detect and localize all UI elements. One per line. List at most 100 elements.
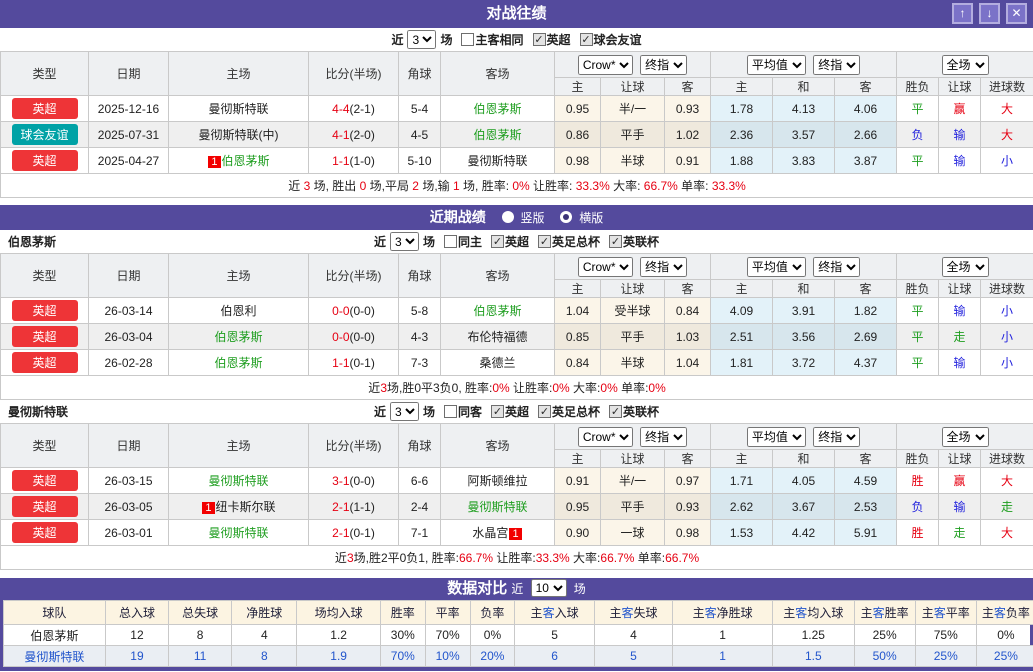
avg-home: 1.88 <box>710 147 774 174</box>
vertical-layout-label[interactable]: 竖版 <box>520 211 545 225</box>
team1-count-select[interactable]: 3 <box>389 232 419 251</box>
league-badge: 英超 <box>11 326 78 347</box>
same-venue-label[interactable]: 主客相同 <box>475 33 524 47</box>
team1-row: 英超 26-03-04 伯恩茅斯 0-0(0-0) 4-3 布伦特福德 0.85… <box>0 323 1033 350</box>
col-odds-away: 客 <box>663 77 712 96</box>
away-team-name: 阿斯顿维拉 <box>467 474 528 488</box>
compare-count-select[interactable]: 10 <box>530 579 567 597</box>
odds-away: 0.98 <box>663 519 712 546</box>
horizontal-layout-label[interactable]: 横版 <box>579 211 604 225</box>
efl-cup-label[interactable]: 英联杯 <box>623 405 660 419</box>
col-odds-handicap: 让球 <box>600 449 665 468</box>
friendly-label[interactable]: 球会友谊 <box>593 33 642 47</box>
league-cell: 英超 <box>0 349 89 376</box>
halftime-score: (2-0) <box>349 127 375 142</box>
odds-provider-select[interactable]: Crow* <box>577 256 633 277</box>
col-ha-goals: 主客入球 <box>514 600 595 625</box>
avg-stage-select[interactable]: 终指 <box>813 54 861 75</box>
h2h-count-select[interactable]: 3 <box>407 30 437 49</box>
fulltime-score: 2-1 <box>332 525 350 540</box>
same-home-checkbox[interactable] <box>443 235 457 248</box>
same-away-label[interactable]: 同客 <box>457 405 482 419</box>
col-result: 胜负 <box>896 449 940 468</box>
odds-away: 1.02 <box>663 121 712 148</box>
team2-count-select[interactable]: 3 <box>389 402 419 421</box>
odds-home: 0.95 <box>554 493 601 520</box>
league-badge: 英超 <box>11 522 78 543</box>
avg-home: 1.71 <box>710 467 774 494</box>
handicap-result: 赢 <box>938 467 982 494</box>
avg-group: 平均值 终指 <box>710 253 898 280</box>
col-goal-diff: 净胜球 <box>231 600 298 625</box>
avg-provider-select[interactable]: 平均值 <box>746 256 806 277</box>
handicap-result: 走 <box>938 323 982 350</box>
friendly-checkbox[interactable] <box>579 33 593 46</box>
efl-cup-checkbox[interactable] <box>609 405 623 418</box>
fulltime-select[interactable]: 全场 <box>941 426 989 447</box>
efl-cup-label[interactable]: 英联杯 <box>623 235 660 249</box>
same-away-checkbox[interactable] <box>443 405 457 418</box>
epl-label[interactable]: 英超 <box>505 235 530 249</box>
scroll-down-button[interactable]: ↓ <box>979 3 1000 24</box>
same-venue-checkbox[interactable] <box>461 33 475 46</box>
vertical-layout-radio[interactable] <box>501 211 514 223</box>
col-avg-draw: 和 <box>772 77 836 96</box>
ha-goals: 6 <box>514 645 595 667</box>
corners: 7-1 <box>398 519 441 546</box>
epl-label[interactable]: 英超 <box>546 33 571 47</box>
away-team: 阿斯顿维拉 <box>440 467 555 494</box>
home-team: 曼彻斯特联 <box>168 95 309 122</box>
home-team-name: 曼彻斯特联 <box>208 526 269 540</box>
epl-checkbox[interactable] <box>491 405 504 418</box>
fa-cup-checkbox[interactable] <box>538 235 552 248</box>
col-odds-home: 主 <box>554 279 601 298</box>
h2h-table: 类型 日期 主场 比分(半场) 角球 客场 Crow* 终指 平均值 终指 全场… <box>0 51 1033 198</box>
same-home-label[interactable]: 同主 <box>457 235 482 249</box>
avg-home: 1.81 <box>710 349 774 376</box>
col-goals-result: 进球数 <box>980 279 1033 298</box>
odds-stage-select[interactable]: 终指 <box>640 256 688 277</box>
odds-stage-select[interactable]: 终指 <box>640 426 688 447</box>
odds-provider-select[interactable]: Crow* <box>577 426 633 447</box>
col-home: 主场 <box>168 423 309 468</box>
goal-diff: 4 <box>231 624 298 646</box>
league-badge: 英超 <box>11 470 78 491</box>
col-type: 类型 <box>0 51 89 96</box>
fulltime-select[interactable]: 全场 <box>941 256 989 277</box>
efl-cup-checkbox[interactable] <box>609 235 623 248</box>
ha-goals-avg: 1.25 <box>772 624 855 646</box>
epl-checkbox[interactable] <box>491 235 504 248</box>
col-score: 比分(半场) <box>308 253 399 298</box>
near-label: 近 <box>373 235 386 249</box>
home-team-name: 伯恩利 <box>220 304 257 318</box>
col-ha-conceded: 主客失球 <box>593 600 674 625</box>
avg-provider-select[interactable]: 平均值 <box>746 426 806 447</box>
avg-stage-select[interactable]: 终指 <box>813 256 861 277</box>
avg-stage-select[interactable]: 终指 <box>813 426 861 447</box>
odds-stage-select[interactable]: 终指 <box>640 54 688 75</box>
goals-result: 小 <box>980 147 1033 174</box>
odds-away: 0.91 <box>663 147 712 174</box>
fulltime-select[interactable]: 全场 <box>941 54 989 75</box>
halftime-score: (1-1) <box>349 499 375 514</box>
horizontal-layout-radio[interactable] <box>560 211 573 223</box>
col-handicap-result: 让球 <box>938 449 982 468</box>
avg-provider-select[interactable]: 平均值 <box>746 54 806 75</box>
epl-label[interactable]: 英超 <box>505 405 530 419</box>
odds-away: 0.97 <box>663 467 712 494</box>
team2-name: 曼彻斯特联 <box>8 405 69 419</box>
ha-goal-diff: 1 <box>672 624 774 646</box>
scroll-up-button[interactable]: ↑ <box>952 3 973 24</box>
fa-cup-checkbox[interactable] <box>538 405 552 418</box>
halftime-score: (1-0) <box>349 153 375 168</box>
epl-checkbox[interactable] <box>532 33 546 46</box>
team1-filter-row: 伯恩茅斯 近 3 场 同主 英超 英足总杯 英联杯 <box>0 230 1033 253</box>
fa-cup-label[interactable]: 英足总杯 <box>552 405 601 419</box>
avg-home: 2.62 <box>710 493 774 520</box>
odds-provider-select[interactable]: Crow* <box>577 54 633 75</box>
fa-cup-label[interactable]: 英足总杯 <box>552 235 601 249</box>
home-team: 1 伯恩茅斯 <box>168 147 309 174</box>
h2h-row: 球会友谊 2025-07-31 曼彻斯特联(中) 4-1(2-0) 4-5 伯恩… <box>0 121 1033 148</box>
match-date: 26-03-04 <box>88 323 169 350</box>
close-button[interactable]: ✕ <box>1006 3 1027 24</box>
